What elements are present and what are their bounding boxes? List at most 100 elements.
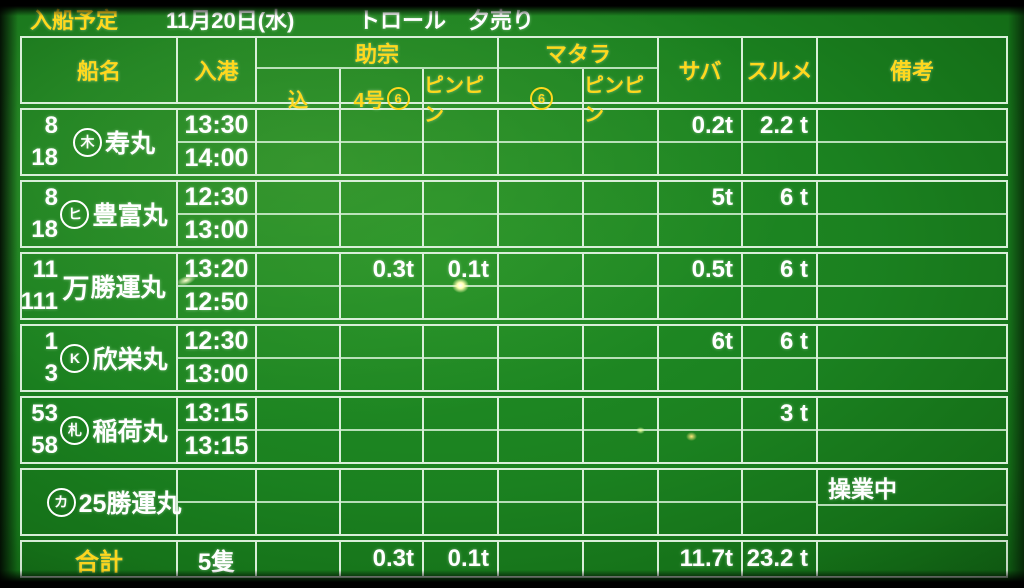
- ship-name: 万勝運丸: [54, 254, 174, 318]
- total-value: 23.2 t: [743, 542, 818, 576]
- catch-value: 0.3t: [341, 254, 422, 287]
- total-value: [257, 542, 341, 576]
- value-cell: 0.5t: [659, 254, 743, 318]
- board-date: 11月20日(水): [166, 8, 295, 33]
- ship-numbers: 8 18: [6, 110, 58, 174]
- catch-value: [584, 326, 657, 359]
- catch-value: [499, 182, 582, 215]
- ship-mark: K: [60, 343, 90, 373]
- empty-subcell: [584, 287, 657, 318]
- value-cell: [499, 182, 584, 246]
- value-cell: 0.3t: [341, 254, 424, 318]
- ship-name-text: 25勝運丸: [78, 490, 182, 518]
- header-group-label: マタラ: [499, 38, 657, 69]
- empty-subcell: [499, 287, 582, 318]
- total-label: 合計: [22, 542, 178, 576]
- ship-cell: 1 3 K 欣栄丸: [22, 326, 178, 390]
- empty-subcell: [659, 287, 741, 318]
- catch-value: 0.1t: [424, 254, 497, 287]
- catch-value: [341, 182, 422, 215]
- total-value: 0.3t: [341, 542, 424, 576]
- value-cell: 6t: [659, 326, 743, 390]
- empty-subcell: [818, 143, 1006, 174]
- catch-value: [424, 110, 497, 143]
- value-cell: [424, 398, 499, 462]
- catch-value: [743, 470, 816, 503]
- empty-subcell: [499, 431, 582, 462]
- ship-numbers: 11 111: [6, 254, 58, 318]
- ship-number: 3: [44, 360, 58, 387]
- value-cell: [424, 182, 499, 246]
- header-subcol: 込: [257, 69, 341, 127]
- header-arrival: 入港: [178, 38, 257, 102]
- value-cell: [257, 110, 341, 174]
- value-cell: [499, 326, 584, 390]
- catch-value: [584, 254, 657, 287]
- value-cell: [257, 470, 341, 534]
- arrival-time: 12:30: [178, 182, 255, 215]
- value-cell: 5t: [659, 182, 743, 246]
- empty-subcell: [584, 503, 657, 534]
- remarks-cell: [818, 254, 1006, 318]
- ship-number: 18: [31, 216, 58, 243]
- catch-value: 0.5t: [659, 254, 741, 287]
- empty-subcell: [584, 215, 657, 246]
- titlebar: 入船予定 11月20日(水) トロール 夕売り: [0, 7, 1024, 35]
- catch-value: [257, 326, 339, 359]
- total-value: [584, 542, 659, 576]
- catch-value: [341, 326, 422, 359]
- header-group-subcols: 6 ピンピン: [499, 69, 657, 127]
- empty-subcell: [584, 431, 657, 462]
- empty-subcell: [257, 431, 339, 462]
- empty-subcell: [818, 431, 1006, 462]
- ship-row: 11 111 万勝運丸 13:20 12:50 0.3t 0.1t 0.5t 6 t: [20, 252, 1008, 320]
- empty-subcell: [257, 143, 339, 174]
- remark-text: [818, 326, 1006, 359]
- ship-name: ヒ豊富丸: [54, 182, 174, 246]
- ship-name-text: 稲荷丸: [92, 418, 168, 446]
- ship-row: カ 25勝運丸 操業中: [20, 468, 1008, 536]
- empty-subcell: [659, 215, 741, 246]
- empty-subcell: [499, 143, 582, 174]
- value-cell: [499, 110, 584, 174]
- ship-numbers: 8 18: [6, 182, 58, 246]
- empty-subcell: [743, 143, 816, 174]
- catch-value: [499, 326, 582, 359]
- catch-value: [499, 398, 582, 431]
- header-subcol: 4号 6: [341, 69, 424, 127]
- empty-subcell: [341, 503, 422, 534]
- catch-value: [257, 182, 339, 215]
- ship-name: 木寿丸: [54, 110, 174, 174]
- header-subcol: 6: [499, 69, 584, 127]
- header-subcol: ピンピン: [424, 69, 497, 127]
- table-header: 船名 入港 助宗込 4号 6 ピンピン マタラ 6 ピンピン サバ スルメ 備考: [20, 36, 1008, 127]
- catch-value: 0.2t: [659, 110, 741, 143]
- arrival-cell: 13:20 12:50: [178, 254, 257, 318]
- empty-subcell: [424, 503, 497, 534]
- value-cell: [499, 470, 584, 534]
- arrival-cell: 13:15 13:15: [178, 398, 257, 462]
- board-sale-info: トロール 夕売り: [358, 8, 535, 33]
- value-cell: [584, 254, 659, 318]
- ship-mark: 札: [60, 415, 90, 445]
- ship-numbers: 53 58: [6, 398, 58, 462]
- value-cell: [659, 398, 743, 462]
- empty-subcell: [341, 431, 422, 462]
- ship-number: 18: [31, 144, 58, 171]
- empty-subcell: [257, 215, 339, 246]
- ship-name-text: 勝運丸: [90, 274, 166, 302]
- value-cell: [499, 398, 584, 462]
- empty-subcell: [499, 503, 582, 534]
- empty-subcell: [818, 359, 1006, 390]
- ship-cell: 53 58 札稲荷丸: [22, 398, 178, 462]
- catch-value: 3 t: [743, 398, 816, 431]
- total-row: 合計 5隻 0.3t 0.1t 11.7t 23.2 t: [20, 540, 1008, 578]
- empty-subcell: [341, 215, 422, 246]
- empty-subcell: [743, 503, 816, 534]
- empty-subcell: [584, 359, 657, 390]
- arrival-time: 13:15: [184, 432, 249, 460]
- value-cell: [584, 326, 659, 390]
- value-cell: [424, 470, 499, 534]
- catch-value: [424, 182, 497, 215]
